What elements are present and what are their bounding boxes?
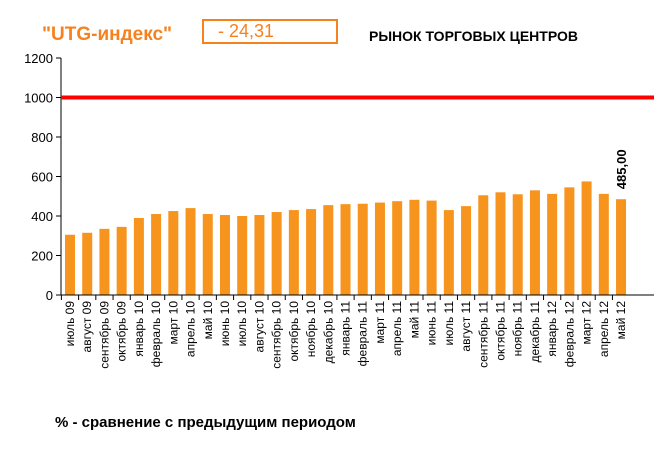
x-tick-label: январь 11 (339, 301, 353, 356)
bar (185, 208, 196, 295)
x-tick-label: март 11 (373, 301, 387, 344)
x-tick-label: апрель 12 (597, 301, 611, 357)
bar (495, 192, 506, 295)
bar (65, 234, 75, 295)
x-tick-label: январь 12 (545, 301, 559, 357)
x-tick-label: ноябрь 11 (511, 301, 525, 357)
x-tick-label: август 10 (252, 301, 266, 353)
x-tick-label: июль 11 (442, 301, 456, 346)
index-label: "UTG-индекс" (42, 24, 173, 45)
x-tick-label: февраль 11 (356, 301, 370, 367)
x-tick-label: февраль 12 (562, 301, 576, 368)
x-tick-label: март 10 (166, 301, 180, 345)
chart-title: РЫНОК ТОРГОВЫХ ЦЕНТРОВ (369, 28, 578, 44)
bar (529, 190, 540, 295)
x-tick-label: май 12 (614, 301, 628, 340)
x-tick-label: август 11 (459, 301, 473, 352)
bar (581, 181, 592, 295)
data-label: 485,00 (614, 149, 629, 189)
index-value-box: - 24,31 (202, 19, 338, 44)
x-tick-label: май 10 (201, 301, 215, 340)
bar (99, 228, 110, 295)
y-tick-label: 200 (31, 249, 53, 264)
bar (478, 195, 489, 295)
bar (409, 199, 420, 295)
bar (512, 194, 523, 295)
x-tick-label: июль 10 (235, 301, 249, 347)
y-tick-label: 0 (46, 288, 53, 303)
x-tick-label: октябрь 09 (115, 301, 129, 362)
x-tick-label: август 09 (80, 301, 94, 353)
bar (237, 216, 248, 295)
x-tick-label: сентябрь 10 (270, 301, 284, 369)
bar (547, 193, 558, 295)
bar (151, 214, 162, 295)
bar (461, 206, 472, 295)
bar (271, 212, 282, 295)
bar (357, 203, 368, 295)
y-axis: 0 200 400 600 800 1000 1200 (24, 51, 62, 303)
bars-group (61, 95, 654, 295)
y-tick-label: 600 (31, 170, 53, 185)
bar (288, 210, 299, 295)
bar (426, 200, 437, 295)
bar (340, 204, 351, 295)
data-labels-group: 485,00 (614, 149, 629, 189)
x-tick-label: сентябрь 11 (476, 301, 490, 368)
x-tick-label: февраль 10 (149, 301, 163, 368)
x-tick-label: октябрь 11 (494, 301, 508, 361)
bar (202, 214, 213, 295)
x-tick-label: июнь 10 (218, 301, 232, 347)
x-tick-label: январь 10 (132, 301, 146, 357)
bar (598, 193, 609, 295)
y-tick-label: 1200 (24, 51, 53, 66)
bar (443, 210, 454, 295)
x-axis: июль 09 август 09 сентябрь 09 октябрь 09 янв… (60, 294, 654, 369)
bar (133, 217, 144, 295)
x-tick-label: май 11 (407, 301, 421, 339)
footnote: % - сравнение с предыдущим периодом (55, 414, 356, 431)
x-tick-label: апрель 10 (184, 301, 198, 357)
x-tick-label: октябрь 10 (287, 301, 301, 362)
x-tick-label: ноябрь 10 (304, 301, 318, 358)
x-tick-label: декабрь 11 (528, 301, 542, 363)
y-tick-label: 800 (31, 130, 53, 145)
y-tick-label: 1000 (24, 91, 53, 106)
x-tick-label: март 12 (580, 301, 594, 345)
x-tick-label: июнь 11 (425, 301, 439, 346)
bar (323, 205, 334, 295)
bar (254, 215, 265, 295)
bar (116, 226, 127, 295)
bar (168, 211, 179, 295)
x-tick-label: июль 09 (63, 301, 77, 347)
bar (82, 232, 93, 295)
bar (219, 215, 230, 295)
y-tick-label: 400 (31, 209, 53, 224)
bar (616, 199, 627, 295)
x-tick-label: декабрь 10 (321, 301, 335, 364)
x-tick-label: сентябрь 09 (97, 301, 111, 369)
bar (374, 202, 385, 295)
x-tick-label: апрель 11 (390, 301, 404, 356)
bar (392, 201, 403, 295)
bar (306, 209, 317, 295)
bar (564, 187, 575, 295)
